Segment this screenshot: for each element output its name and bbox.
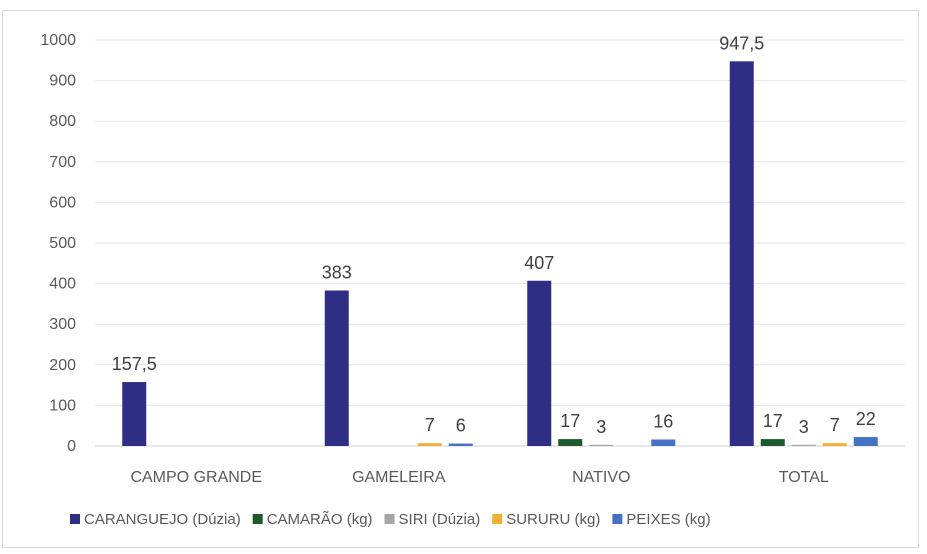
legend-item-peixes-kg: PEIXES (kg) xyxy=(612,511,711,528)
y-axis-ticks: 0 100 200 300 400 500 600 700 800 900 1000 xyxy=(40,32,76,455)
legend-label: SIRI (Dúzia) xyxy=(399,511,481,528)
legend-label: CAMARÃO (kg) xyxy=(267,511,373,528)
legend-item-siri-duzia: SIRI (Dúzia) xyxy=(384,511,481,528)
legend: CARANGUEJO (Dúzia) CAMARÃO (kg) SIRI (Dúzi… xyxy=(70,511,711,528)
legend-swatch xyxy=(384,514,395,524)
bar-peixes-kg-gameleira xyxy=(448,443,473,446)
gridlines xyxy=(95,39,905,447)
bar-caranguejo-duzia-gameleira xyxy=(324,290,349,446)
data-label: 3 xyxy=(596,417,606,437)
y-tick-label: 600 xyxy=(49,194,76,211)
y-tick-label: 200 xyxy=(49,357,76,374)
bar-sururu-kg-total xyxy=(822,443,847,446)
bar-peixes-kg-total xyxy=(853,437,878,446)
category-label-gameleira: GAMELEIRA xyxy=(352,469,446,486)
legend-swatch xyxy=(612,514,623,524)
data-label: 6 xyxy=(456,416,466,436)
y-tick-label: 800 xyxy=(49,113,76,130)
y-tick-label: 100 xyxy=(49,397,76,414)
y-tick-label: 500 xyxy=(49,235,76,252)
y-tick-label: 900 xyxy=(49,73,76,90)
legend-swatch xyxy=(492,514,503,524)
data-label: 17 xyxy=(560,411,580,431)
data-label: 7 xyxy=(830,415,840,435)
legend-swatch xyxy=(70,514,80,524)
bar-siri-duzia-nativo xyxy=(589,444,614,446)
category-label-total: TOTAL xyxy=(779,469,829,486)
chart-frame xyxy=(2,10,919,548)
legend-item-sururu-kg: SURURU (kg) xyxy=(492,511,600,528)
y-tick-label: 0 xyxy=(67,438,76,455)
legend-label: PEIXES (kg) xyxy=(626,511,710,528)
legend-swatch xyxy=(252,514,263,524)
bar-camarao-kg-nativo xyxy=(558,439,583,446)
legend-label: SURURU (kg) xyxy=(506,511,600,528)
data-label: 947,5 xyxy=(719,33,764,53)
bar-caranguejo-duzia-total xyxy=(729,61,754,446)
x-axis-categories: CAMPO GRANDE GAMELEIRA NATIVO TOTAL xyxy=(130,469,828,486)
data-label: 17 xyxy=(763,411,783,431)
y-tick-label: 1000 xyxy=(40,32,76,49)
bar-caranguejo-duzia-nativo xyxy=(527,280,552,446)
data-label: 22 xyxy=(856,409,876,429)
data-label: 157,5 xyxy=(112,354,157,374)
y-tick-label: 400 xyxy=(49,276,76,293)
data-label: 16 xyxy=(653,412,673,432)
category-label-nativo: NATIVO xyxy=(572,469,630,486)
category-label-campo-grande: CAMPO GRANDE xyxy=(130,469,262,486)
data-label: 3 xyxy=(799,417,809,437)
data-label: 383 xyxy=(322,263,352,283)
y-tick-label: 700 xyxy=(49,154,76,171)
bar-sururu-kg-gameleira xyxy=(417,443,442,446)
bar-siri-duzia-total xyxy=(791,444,816,446)
y-tick-label: 300 xyxy=(49,316,76,333)
legend-label: CARANGUEJO (Dúzia) xyxy=(84,511,241,528)
bar-camarao-kg-total xyxy=(760,439,785,446)
legend-item-caranguejo-duzia: CARANGUEJO (Dúzia) xyxy=(70,511,241,528)
bars xyxy=(122,61,878,446)
bar-caranguejo-duzia-campo-grande xyxy=(122,382,147,446)
data-label: 7 xyxy=(425,415,435,435)
bar-peixes-kg-nativo xyxy=(651,439,676,446)
legend-item-camarao-kg: CAMARÃO (kg) xyxy=(252,511,373,528)
data-label: 407 xyxy=(524,253,554,273)
data-labels: 157,5 383 7 6 407 17 3 16 947,5 17 3 7 22 xyxy=(112,33,876,436)
